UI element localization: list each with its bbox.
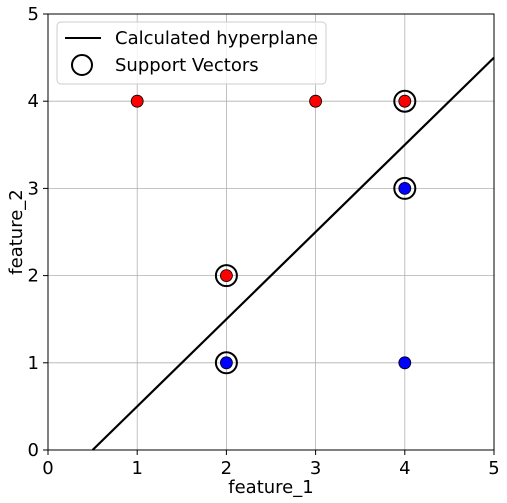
hyperplane-line xyxy=(91,56,495,451)
data-point-s0-0 xyxy=(130,94,144,108)
x-tick-label-0: 0 xyxy=(42,458,53,479)
data-point-s0-3 xyxy=(219,269,233,283)
data-point-s0-1 xyxy=(309,94,323,108)
data-point-s1-0 xyxy=(398,181,412,195)
support-vector-ring-1 xyxy=(393,176,417,200)
x-tick-label-4: 4 xyxy=(399,458,410,479)
support-vector-ring-2 xyxy=(214,264,238,288)
y-tick-label-3: 3 xyxy=(28,178,39,199)
data-point-s0-2 xyxy=(398,94,412,108)
data-point-s1-2 xyxy=(398,356,412,370)
legend: Calculated hyperplane Support Vectors xyxy=(56,21,327,85)
support-vector-ring-0 xyxy=(393,89,417,113)
x-tick-label-5: 5 xyxy=(488,458,499,479)
data-point-s1-1 xyxy=(219,356,233,370)
y-axis-label: feature_2 xyxy=(6,189,27,274)
legend-label-hyperplane: Calculated hyperplane xyxy=(115,28,318,49)
data-points xyxy=(130,94,412,370)
grid-lines xyxy=(47,13,495,451)
y-tick-label-2: 2 xyxy=(28,266,39,287)
x-axis-label: feature_1 xyxy=(228,477,313,498)
plot-frame xyxy=(47,13,495,451)
support-vector-markers xyxy=(214,89,417,375)
x-tick-label-3: 3 xyxy=(310,458,321,479)
y-tick-label-5: 5 xyxy=(28,4,39,25)
y-tick-label-0: 0 xyxy=(28,440,39,461)
support-vector-ring-3 xyxy=(214,351,238,375)
hyperplane-layer xyxy=(91,56,495,451)
legend-label-support-vectors: Support Vectors xyxy=(115,55,259,76)
legend-support-vector-marker xyxy=(71,54,93,76)
x-tick-label-2: 2 xyxy=(221,458,232,479)
axis-ticks: 0 1 2 3 4 5 0 1 2 3 4 5 xyxy=(28,4,500,479)
x-tick-label-1: 1 xyxy=(131,458,142,479)
y-tick-label-1: 1 xyxy=(28,353,39,374)
y-tick-label-4: 4 xyxy=(28,91,39,112)
legend-frame xyxy=(56,21,327,85)
